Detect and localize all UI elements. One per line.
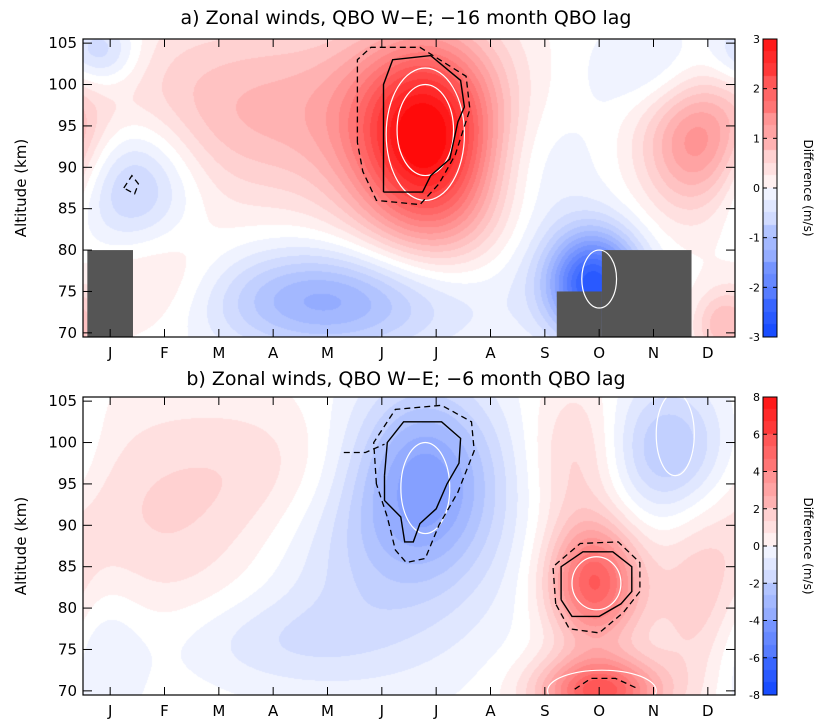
x-tick-label-5: J bbox=[379, 702, 384, 720]
x-tick-label-0: J bbox=[107, 344, 112, 362]
colorbar-tick-label-8: 8 bbox=[753, 391, 760, 404]
y-tick-label-1: 75 bbox=[58, 640, 77, 658]
colorbar-tick-label-6: 3 bbox=[753, 33, 760, 46]
panel-a-axes: J F M A M J J A S O N D 70 75 80 85 90 95 100 105 bbox=[48, 34, 735, 362]
x-tick-label-7: A bbox=[485, 702, 496, 720]
x-tick-label-9: O bbox=[593, 702, 605, 720]
masked-region-1 bbox=[556, 291, 602, 337]
y-tick-label-7: 105 bbox=[48, 392, 77, 410]
white-contour-0 bbox=[400, 441, 451, 535]
panel-a-zonal-winds-16-month-lag: a) Zonal winds, QBO W−E; −16 month QBO l… bbox=[12, 7, 815, 362]
y-tick-label-1: 75 bbox=[58, 282, 77, 300]
dashed-contour-0 bbox=[373, 404, 475, 564]
x-tick-label-3: A bbox=[268, 344, 279, 362]
x-tick-label-5: J bbox=[379, 344, 384, 362]
colorbar-tick-label-0: -3 bbox=[749, 331, 760, 344]
panel-a-plot-frame bbox=[82, 38, 736, 338]
x-tick-label-10: N bbox=[648, 702, 659, 720]
dashed-contour-0 bbox=[356, 46, 471, 206]
dashed-contour-1 bbox=[343, 443, 385, 454]
colorbar-tick-label-1: -6 bbox=[749, 652, 760, 665]
y-tick-label-5: 95 bbox=[58, 475, 77, 493]
colorbar-tick-label-3: 0 bbox=[753, 182, 760, 195]
panel-a-colorbar bbox=[763, 39, 777, 337]
panel-a-colorbar-label: Difference (m/s) bbox=[801, 139, 815, 236]
panel-b-y-axis-label: Altitude (km) bbox=[12, 497, 30, 595]
dashed-contour-1 bbox=[123, 174, 140, 195]
white-contour-3 bbox=[655, 392, 695, 477]
y-tick-label-2: 80 bbox=[58, 599, 77, 617]
y-tick-label-2: 80 bbox=[58, 241, 77, 259]
x-tick-label-0: J bbox=[107, 702, 112, 720]
panel-b-overlay bbox=[343, 392, 695, 713]
panel-b-zonal-winds-6-month-lag: b) Zonal winds, QBO W−E; −6 month QBO la… bbox=[12, 368, 815, 720]
panel-a-overlay bbox=[87, 46, 692, 337]
colorbar-tick-label-5: 2 bbox=[753, 83, 760, 96]
x-tick-label-11: D bbox=[702, 702, 714, 720]
panel-a-colorbar-ticks: -3 -2 -1 0 1 2 3 bbox=[749, 33, 777, 344]
panel-a-y-axis-label: Altitude (km) bbox=[12, 139, 30, 237]
colorbar-tick-label-1: -2 bbox=[749, 281, 760, 294]
y-tick-label-6: 100 bbox=[48, 76, 77, 94]
white-contour-0 bbox=[396, 83, 455, 177]
y-tick-label-7: 105 bbox=[48, 34, 77, 52]
x-tick-label-8: S bbox=[540, 344, 550, 362]
dashed-contour-3 bbox=[574, 677, 638, 690]
x-tick-label-11: D bbox=[702, 344, 714, 362]
x-tick-label-1: F bbox=[160, 344, 169, 362]
white-contour-1 bbox=[385, 67, 466, 202]
x-tick-label-7: A bbox=[485, 344, 496, 362]
panel-b-heatmap bbox=[83, 397, 735, 695]
y-tick-label-3: 85 bbox=[58, 200, 77, 218]
colorbar-tick-label-4: 1 bbox=[753, 132, 760, 145]
panel-b-colorbar-ticks: -8 -6 -4 -2 0 2 4 6 8 bbox=[749, 391, 777, 702]
y-tick-label-5: 95 bbox=[58, 117, 77, 135]
colorbar-tick-label-6: 4 bbox=[753, 466, 760, 479]
y-tick-label-3: 85 bbox=[58, 558, 77, 576]
y-tick-label-6: 100 bbox=[48, 434, 77, 452]
x-tick-label-8: S bbox=[540, 702, 550, 720]
solid-contour-1 bbox=[560, 551, 633, 618]
panel-b-axes: J F M A M J J A S O N D 70 75 80 85 90 95 100 105 bbox=[48, 392, 735, 720]
colorbar-tick-label-7: 6 bbox=[753, 428, 760, 441]
x-tick-label-1: F bbox=[160, 702, 169, 720]
panel-b-colorbar-label: Difference (m/s) bbox=[801, 497, 815, 594]
colorbar-tick-label-2: -1 bbox=[749, 232, 760, 245]
masked-region-2 bbox=[601, 250, 692, 337]
y-tick-label-0: 70 bbox=[58, 324, 77, 342]
x-tick-label-4: M bbox=[321, 344, 334, 362]
y-tick-label-0: 70 bbox=[58, 682, 77, 700]
masked-region-0 bbox=[87, 250, 133, 337]
x-tick-label-4: M bbox=[321, 702, 334, 720]
colorbar-tick-label-5: 2 bbox=[753, 503, 760, 516]
colorbar-tick-label-4: 0 bbox=[753, 540, 760, 553]
panel-a-title: a) Zonal winds, QBO W−E; −16 month QBO l… bbox=[181, 7, 632, 29]
x-tick-label-9: O bbox=[593, 344, 605, 362]
dashed-contour-2 bbox=[552, 541, 641, 634]
white-contour-2 bbox=[581, 249, 618, 309]
colorbar-tick-label-3: -2 bbox=[749, 577, 760, 590]
colorbar-tick-label-2: -4 bbox=[749, 615, 760, 628]
panel-b-title: b) Zonal winds, QBO W−E; −6 month QBO la… bbox=[186, 368, 625, 390]
x-tick-label-6: J bbox=[433, 702, 438, 720]
solid-contour-0 bbox=[382, 54, 466, 193]
y-tick-label-4: 90 bbox=[58, 516, 77, 534]
x-tick-label-3: A bbox=[268, 702, 279, 720]
white-contour-1 bbox=[571, 556, 622, 611]
panel-b-plot-frame bbox=[82, 396, 736, 696]
x-tick-label-6: J bbox=[433, 344, 438, 362]
x-tick-label-2: M bbox=[212, 344, 225, 362]
x-tick-label-10: N bbox=[648, 344, 659, 362]
white-contour-2 bbox=[546, 669, 657, 713]
x-tick-label-2: M bbox=[212, 702, 225, 720]
colorbar-tick-label-0: -8 bbox=[749, 689, 760, 702]
solid-contour-0 bbox=[383, 421, 462, 543]
y-tick-label-4: 90 bbox=[58, 158, 77, 176]
